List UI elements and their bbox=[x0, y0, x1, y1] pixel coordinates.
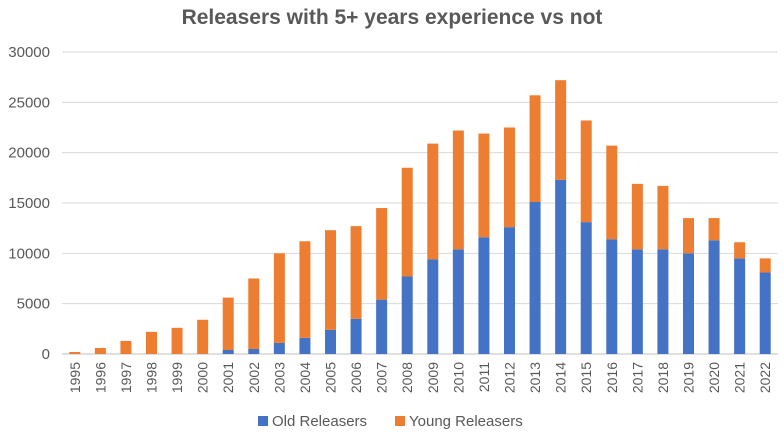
bar-young-releasers bbox=[401, 167, 413, 277]
y-tick-label: 10000 bbox=[8, 245, 50, 262]
bar-young-releasers bbox=[222, 297, 234, 350]
y-tick-label: 30000 bbox=[8, 44, 50, 61]
bar-young-releasers bbox=[197, 319, 209, 354]
bar-young-releasers bbox=[683, 218, 694, 254]
bar-young-releasers bbox=[427, 143, 439, 260]
bar-young-releasers bbox=[657, 185, 669, 250]
x-tick-label: 2001 bbox=[220, 362, 236, 393]
bar-young-releasers bbox=[529, 95, 541, 202]
y-axis-ticks: 0 5000 10000 15000 20000 25000 30000 bbox=[8, 44, 50, 363]
y-tick-label: 5000 bbox=[17, 296, 50, 313]
x-tick-label: 2002 bbox=[246, 362, 262, 393]
bar-young-releasers bbox=[350, 226, 362, 319]
bar-young-releasers bbox=[504, 127, 515, 228]
bar-old-releasers bbox=[734, 258, 746, 354]
bar-old-releasers bbox=[222, 349, 234, 354]
x-tick-label: 2006 bbox=[348, 362, 364, 393]
bar-old-releasers bbox=[606, 239, 618, 354]
bar-young-releasers bbox=[452, 130, 464, 250]
y-tick-label: 0 bbox=[42, 346, 50, 363]
bar-young-releasers bbox=[325, 230, 336, 330]
bar-old-releasers bbox=[478, 237, 490, 354]
legend-label: Young Releasers bbox=[409, 413, 523, 430]
bar-old-releasers bbox=[248, 348, 260, 354]
x-tick-label: 1996 bbox=[92, 362, 108, 393]
legend: Old Releasers Young Releasers bbox=[258, 413, 523, 430]
y-tick-label: 25000 bbox=[8, 94, 50, 111]
x-tick-label: 2007 bbox=[374, 362, 390, 393]
x-tick-label: 2009 bbox=[425, 362, 441, 393]
bar-young-releasers bbox=[146, 331, 157, 354]
bar-old-releasers bbox=[683, 253, 694, 354]
x-tick-label: 2005 bbox=[323, 362, 339, 393]
bar-young-releasers bbox=[478, 133, 490, 238]
x-axis-ticks: 1995 1996 1997 1998 1999 2000 2001 2002 2003 2004… bbox=[67, 362, 773, 393]
bar-old-releasers bbox=[504, 227, 515, 354]
bar-young-releasers bbox=[708, 218, 720, 241]
x-tick-label: 2017 bbox=[629, 362, 645, 393]
bar-young-releasers bbox=[555, 80, 567, 180]
x-tick-label: 2015 bbox=[578, 362, 594, 393]
x-tick-label: 1999 bbox=[169, 362, 185, 393]
x-tick-label: 1998 bbox=[144, 362, 160, 393]
bar-young-releasers bbox=[299, 241, 311, 338]
x-tick-label: 2008 bbox=[399, 362, 415, 393]
bar-old-releasers bbox=[555, 179, 567, 354]
bar-young-releasers bbox=[69, 351, 81, 354]
x-tick-label: 2010 bbox=[450, 362, 466, 393]
bar-young-releasers bbox=[376, 208, 388, 300]
bar-old-releasers bbox=[325, 329, 336, 354]
bar-young-releasers bbox=[94, 347, 106, 354]
x-tick-label: 2004 bbox=[297, 362, 313, 393]
gridlines bbox=[62, 51, 778, 355]
bar-old-releasers bbox=[401, 276, 413, 354]
bar-young-releasers bbox=[606, 145, 618, 240]
bar-old-releasers bbox=[657, 249, 669, 354]
bar-old-releasers bbox=[427, 259, 439, 354]
x-tick-label: 2022 bbox=[757, 362, 773, 393]
x-tick-label: 2021 bbox=[732, 362, 748, 393]
x-tick-label: 2020 bbox=[706, 362, 722, 393]
y-tick-label: 20000 bbox=[8, 145, 50, 162]
legend-label: Old Releasers bbox=[272, 413, 367, 430]
bar-old-releasers bbox=[376, 299, 388, 354]
x-tick-label: 1997 bbox=[118, 362, 134, 393]
bar-old-releasers bbox=[580, 222, 592, 354]
x-tick-label: 1995 bbox=[67, 362, 83, 393]
bar-young-releasers bbox=[580, 120, 592, 223]
y-tick-label: 15000 bbox=[8, 195, 50, 212]
bar-young-releasers bbox=[120, 340, 132, 354]
x-tick-label: 2012 bbox=[502, 362, 518, 393]
bar-old-releasers bbox=[708, 240, 720, 354]
x-tick-label: 2014 bbox=[553, 362, 569, 393]
bar-young-releasers bbox=[759, 258, 771, 273]
bars bbox=[69, 80, 771, 354]
x-tick-label: 2000 bbox=[195, 362, 211, 393]
x-tick-label: 2011 bbox=[476, 362, 492, 392]
chart-title: Releasers with 5+ years experience vs no… bbox=[181, 6, 603, 29]
bar-old-releasers bbox=[452, 249, 464, 354]
x-tick-label: 2003 bbox=[271, 362, 287, 393]
x-tick-label: 2019 bbox=[681, 362, 697, 393]
bar-young-releasers bbox=[171, 327, 183, 354]
bar-young-releasers bbox=[631, 183, 643, 250]
bar-old-releasers bbox=[529, 201, 541, 354]
bar-young-releasers bbox=[734, 242, 746, 259]
x-tick-label: 2018 bbox=[655, 362, 671, 393]
x-tick-label: 2013 bbox=[527, 362, 543, 393]
legend-swatch bbox=[258, 416, 268, 426]
bar-old-releasers bbox=[631, 249, 643, 354]
bar-old-releasers bbox=[273, 342, 285, 354]
bar-old-releasers bbox=[759, 272, 771, 354]
bar-young-releasers bbox=[273, 253, 285, 343]
legend-swatch bbox=[395, 416, 405, 426]
bar-old-releasers bbox=[350, 318, 362, 354]
bar-old-releasers bbox=[299, 337, 311, 354]
x-tick-label: 2016 bbox=[604, 362, 620, 393]
bar-young-releasers bbox=[248, 278, 260, 349]
